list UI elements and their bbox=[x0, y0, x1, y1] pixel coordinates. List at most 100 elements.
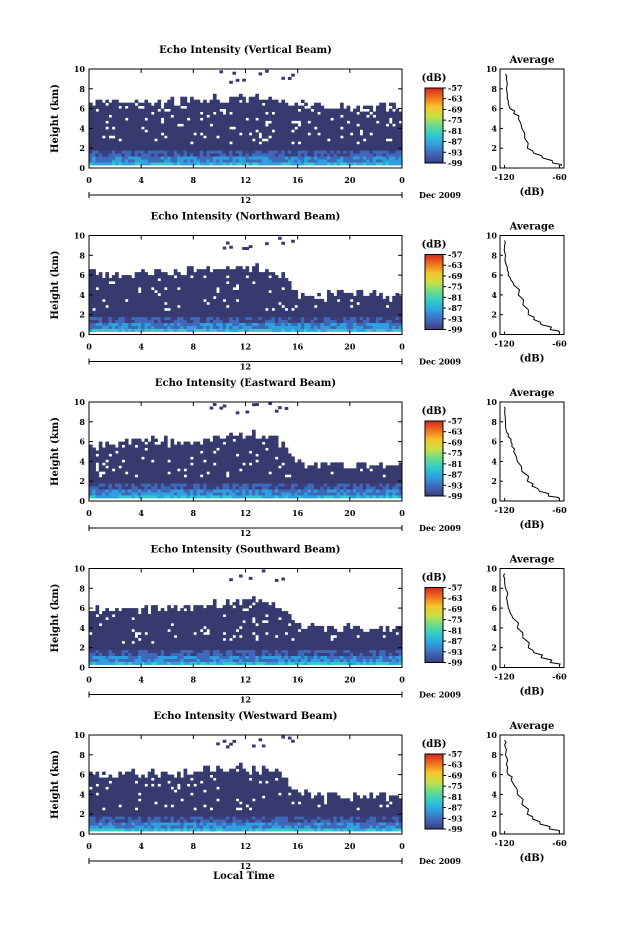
echo-cell bbox=[150, 108, 155, 112]
echo-cell bbox=[320, 162, 325, 166]
x-tick-label: 0 bbox=[86, 342, 92, 352]
echo-cell bbox=[382, 301, 387, 306]
echo-cell bbox=[196, 278, 201, 282]
echo-cell bbox=[229, 438, 233, 442]
echo-cell bbox=[134, 153, 139, 157]
echo-cell bbox=[212, 307, 217, 312]
echo-cell bbox=[177, 120, 181, 124]
echo-cell bbox=[395, 123, 400, 127]
echo-cell bbox=[278, 325, 282, 329]
echo-cell bbox=[375, 135, 380, 139]
echo-cell bbox=[232, 120, 237, 124]
echo-cell bbox=[265, 126, 269, 130]
echo-cell bbox=[388, 159, 393, 163]
echo-cell bbox=[258, 162, 263, 166]
echo-cell bbox=[300, 495, 305, 499]
echo-cell bbox=[300, 295, 305, 300]
echo-cell bbox=[98, 486, 103, 490]
echo-cell bbox=[163, 441, 168, 445]
echo-cell bbox=[95, 477, 100, 481]
echo-cell bbox=[278, 102, 282, 107]
echo-cell bbox=[95, 310, 100, 315]
echo-cell bbox=[98, 301, 103, 306]
echo-cell bbox=[141, 441, 145, 445]
echo-cell bbox=[379, 156, 383, 160]
echo-cell bbox=[359, 147, 364, 151]
echo-cell bbox=[160, 456, 165, 460]
echo-cell bbox=[310, 489, 315, 493]
echo-cell bbox=[186, 281, 191, 285]
echo-cell bbox=[265, 272, 269, 276]
echo-cell bbox=[248, 495, 253, 499]
echo-cell bbox=[294, 301, 299, 306]
echo-cell bbox=[313, 153, 318, 157]
echo-cell bbox=[362, 150, 367, 154]
echo-cell bbox=[268, 281, 272, 285]
echo-cell bbox=[346, 117, 351, 121]
echo-cell bbox=[229, 495, 233, 499]
echo-cell bbox=[183, 444, 188, 448]
echo-cell bbox=[336, 123, 341, 127]
echo-cell bbox=[190, 483, 194, 487]
echo-cell bbox=[291, 474, 295, 478]
echo-cell bbox=[95, 114, 100, 118]
echo-cell bbox=[199, 141, 204, 145]
echo-cell bbox=[89, 289, 93, 294]
colorbar bbox=[424, 254, 444, 330]
echo-cell bbox=[310, 316, 315, 321]
echo-cell bbox=[111, 456, 116, 460]
echo-cell bbox=[265, 459, 269, 463]
echo-cell bbox=[297, 462, 302, 466]
echo-cell bbox=[183, 99, 188, 104]
echo-cell bbox=[154, 298, 158, 303]
echo-cell bbox=[121, 138, 126, 142]
echo-cell bbox=[284, 111, 289, 115]
echo-cell bbox=[320, 319, 325, 324]
echo-cell bbox=[398, 298, 403, 303]
echo-cell bbox=[95, 328, 100, 332]
echo-cell bbox=[268, 462, 272, 466]
echo-cell bbox=[199, 108, 204, 112]
echo-cell bbox=[379, 132, 383, 136]
echo-cell bbox=[190, 459, 194, 463]
echo-cell bbox=[336, 138, 341, 142]
echo-cell bbox=[137, 462, 142, 466]
echo-cell bbox=[388, 114, 393, 118]
echo-cell bbox=[245, 480, 250, 484]
echo-cell bbox=[265, 438, 269, 442]
echo-cell bbox=[222, 120, 227, 124]
echo-cell bbox=[258, 298, 263, 303]
echo-cell bbox=[271, 150, 276, 154]
echo-cell bbox=[245, 150, 250, 154]
echo-cell bbox=[372, 138, 377, 142]
echo-cell bbox=[261, 435, 266, 440]
echo-cell bbox=[216, 108, 220, 112]
echo-cell bbox=[147, 147, 152, 151]
echo-cell bbox=[261, 459, 266, 463]
echo-cell bbox=[340, 307, 344, 312]
echo-cell bbox=[128, 129, 132, 133]
echo-cell bbox=[313, 147, 318, 151]
echo-cell bbox=[317, 486, 321, 490]
echo-cell bbox=[163, 123, 168, 127]
echo-cell bbox=[382, 132, 387, 136]
echo-cell bbox=[258, 129, 263, 133]
colorbar-tick-label: -75 bbox=[448, 282, 462, 292]
echo-cell bbox=[105, 162, 109, 166]
echo-cell bbox=[219, 111, 224, 115]
echo-cell bbox=[108, 289, 113, 294]
echo-cell bbox=[300, 304, 305, 309]
echo-cell bbox=[274, 489, 279, 493]
echo-cell bbox=[154, 295, 158, 300]
echo-cell bbox=[248, 114, 253, 118]
echo-cell bbox=[379, 129, 383, 133]
echo-cell bbox=[261, 284, 266, 288]
echo-cell bbox=[173, 486, 178, 490]
echo-cell bbox=[258, 438, 263, 442]
echo-cell bbox=[225, 495, 230, 499]
echo-cell bbox=[242, 144, 246, 148]
echo-cell bbox=[163, 319, 168, 324]
echo-cell bbox=[333, 310, 338, 315]
echo-cell bbox=[219, 269, 224, 273]
echo-cell bbox=[199, 492, 204, 496]
